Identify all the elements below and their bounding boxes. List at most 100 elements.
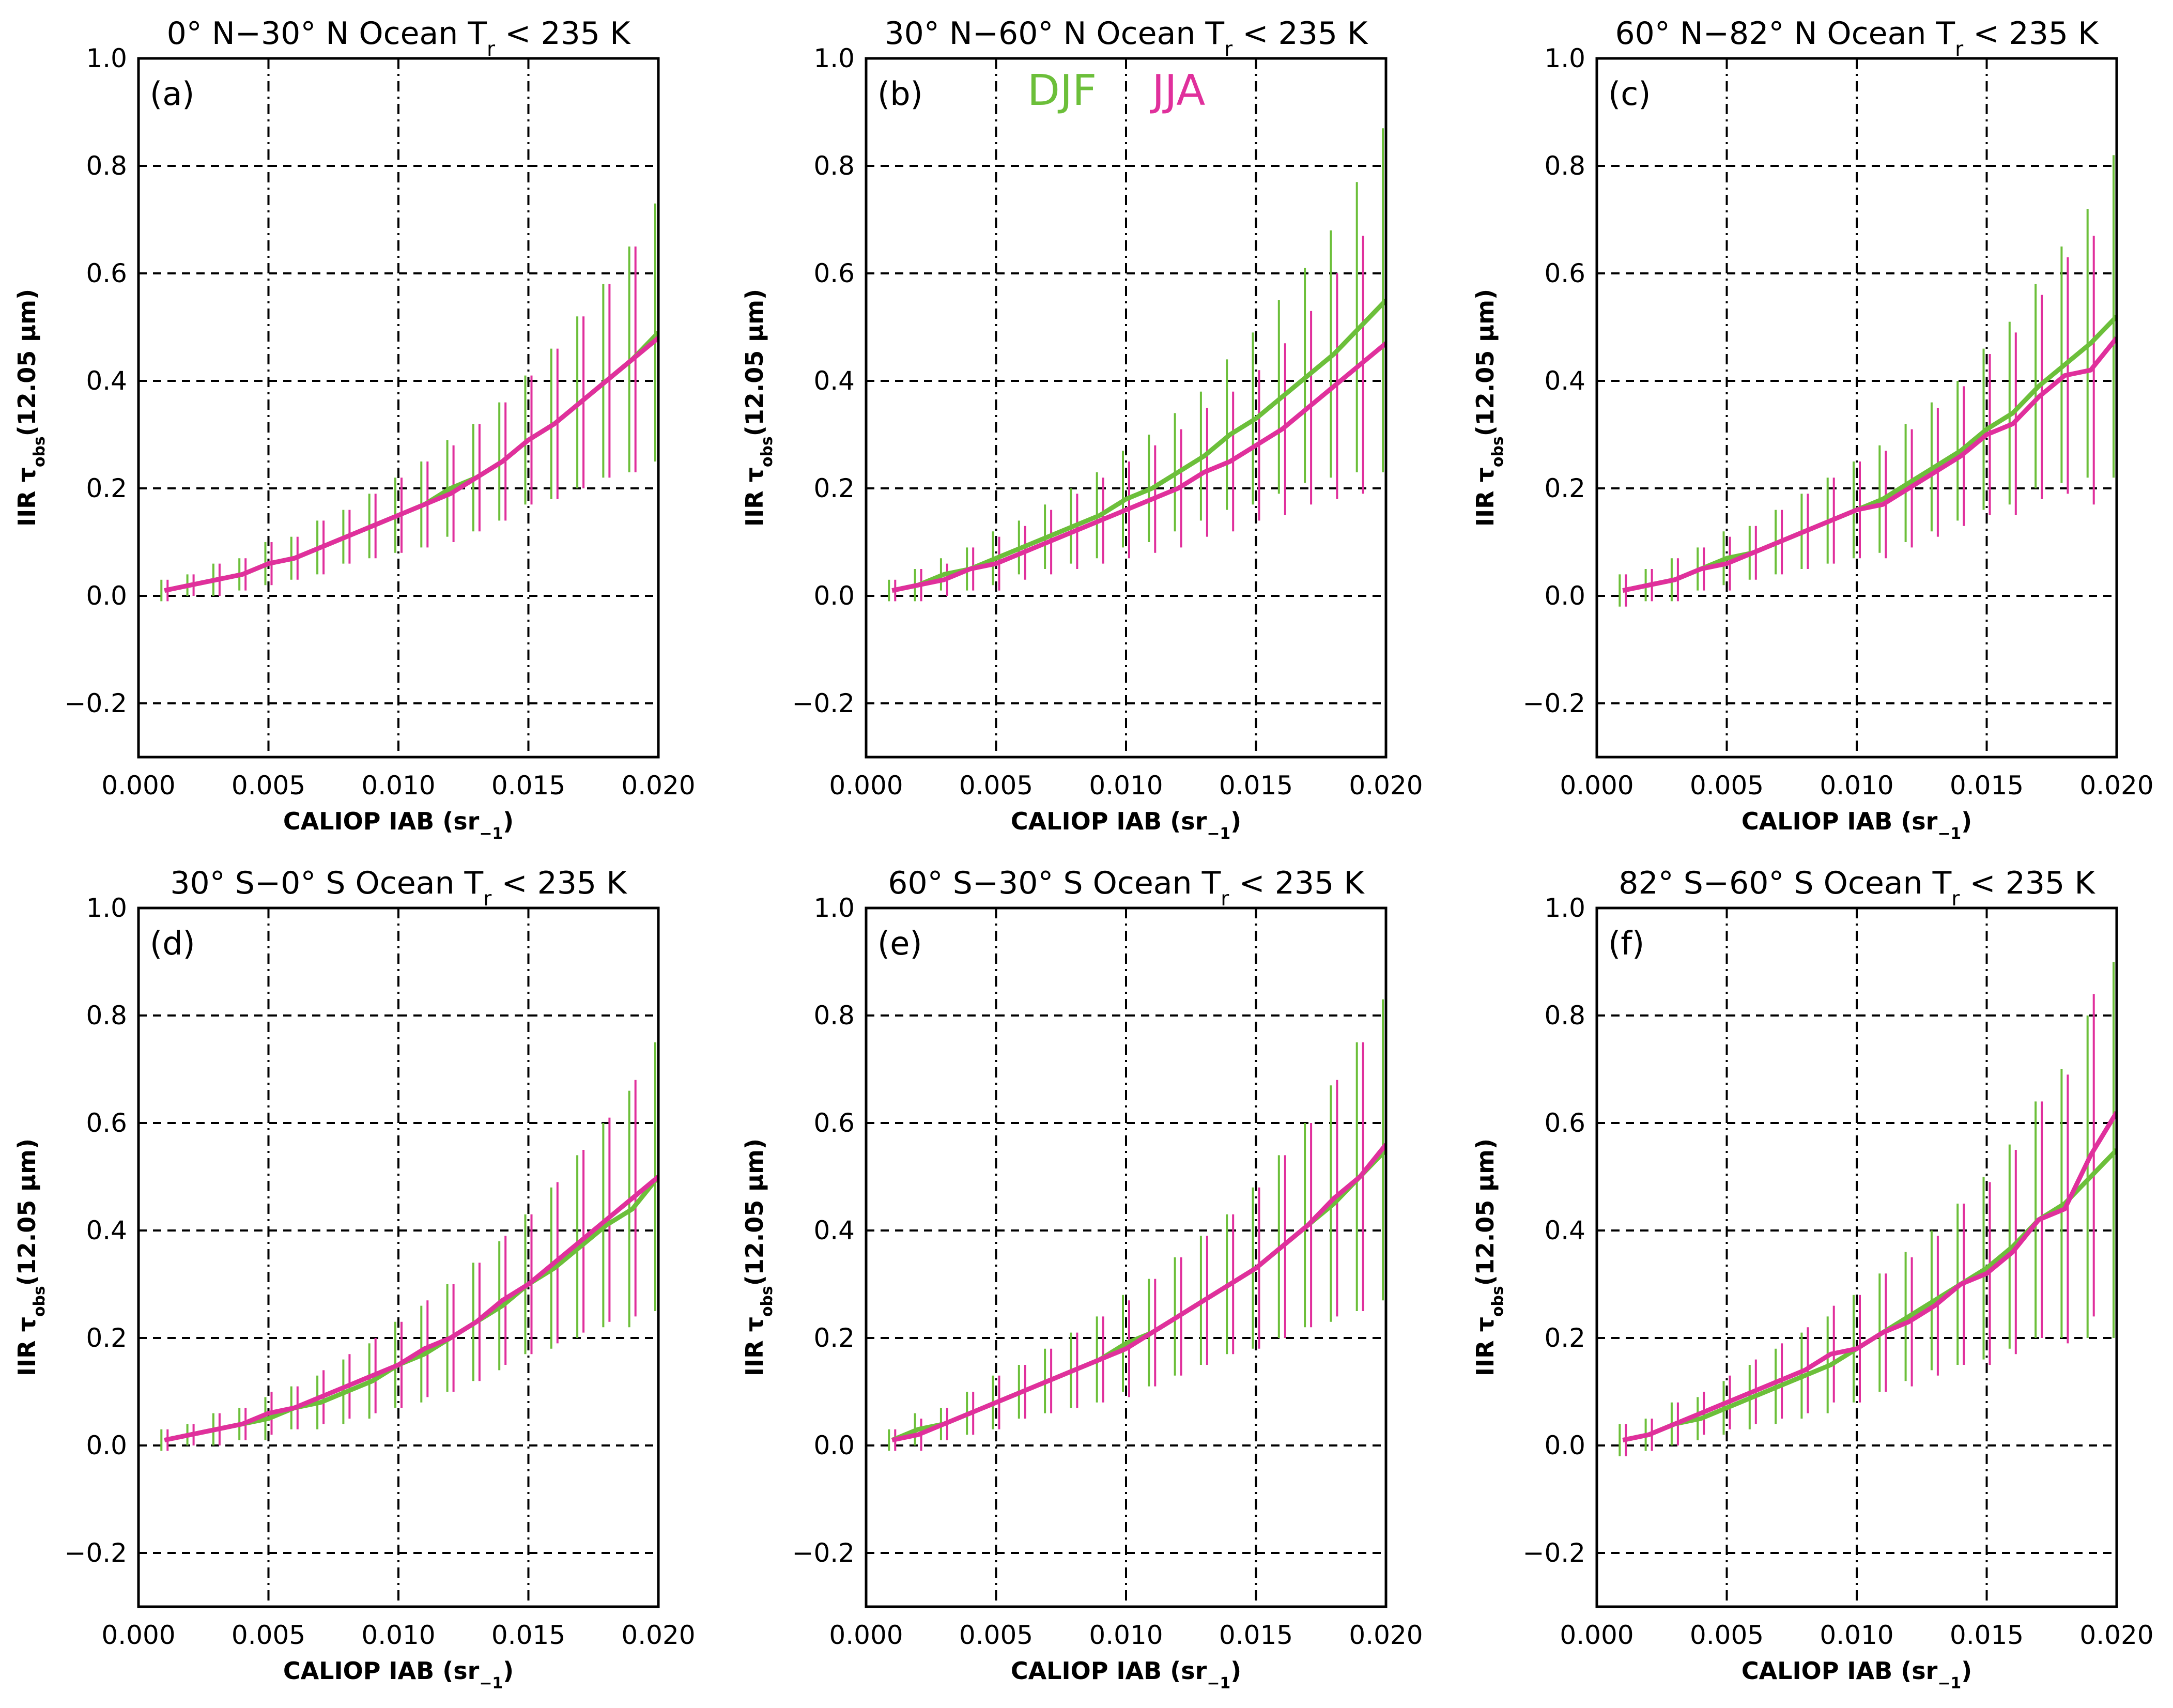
x-tick-label: 0.015 bbox=[1950, 771, 2024, 801]
x-axis-label: CALIOP IAB (sr−1) bbox=[283, 807, 514, 843]
y-tick-label: 0.2 bbox=[1544, 1323, 1585, 1353]
text-part: < 235 K bbox=[491, 865, 627, 901]
text-part: r bbox=[483, 887, 492, 911]
y-tick-label: 0.6 bbox=[1544, 258, 1585, 288]
text-part: < 235 K bbox=[1229, 865, 1365, 901]
text-part: obs bbox=[1489, 436, 1507, 467]
text-part: obs bbox=[30, 1286, 49, 1317]
y-tick-label: 0.2 bbox=[813, 1323, 855, 1353]
y-tick-label: 0.6 bbox=[813, 258, 855, 288]
x-axis-label: CALIOP IAB (sr−1) bbox=[1011, 1657, 1241, 1692]
x-tick-label: 0.000 bbox=[829, 771, 903, 801]
text-part: ) bbox=[503, 1657, 514, 1685]
text-part: < 235 K bbox=[1232, 16, 1368, 52]
x-tick-label: 0.005 bbox=[959, 771, 1033, 801]
text-part: −1 bbox=[1207, 1674, 1230, 1692]
y-tick-label: 0.4 bbox=[1544, 1215, 1585, 1245]
y-tick-label: 0.6 bbox=[1544, 1108, 1585, 1138]
x-tick-label: 0.005 bbox=[1690, 771, 1764, 801]
y-axis-label: IIR τobs(12.05 μm) bbox=[13, 1138, 49, 1376]
x-tick-label: 0.015 bbox=[1219, 771, 1293, 801]
x-tick-label: 0.000 bbox=[1560, 1620, 1633, 1650]
plot-frame bbox=[865, 57, 1388, 759]
y-tick-label: 0.2 bbox=[1544, 473, 1585, 503]
y-tick-label: −0.2 bbox=[792, 688, 855, 718]
panel-title: 60° S−30° S Ocean Tr < 235 K bbox=[888, 865, 1365, 911]
panel-label: (f) bbox=[1608, 925, 1644, 962]
mean-line bbox=[164, 336, 658, 593]
text-part: IIR τ bbox=[741, 1317, 768, 1376]
panel: −0.2 0.0 0.2 0.4 0.6 0.8 1.0 0.000 0.005 0.010 0.0… bbox=[13, 16, 696, 843]
x-tick-label: 0.010 bbox=[1089, 1620, 1163, 1650]
y-tick-label: 0.6 bbox=[86, 258, 127, 288]
x-tick-label: 0.020 bbox=[2079, 771, 2153, 801]
y-tick-label: 1.0 bbox=[813, 893, 855, 923]
x-tick-label: 0.010 bbox=[361, 771, 435, 801]
y-tick-label: 0.0 bbox=[86, 581, 127, 611]
text-part: (12.05 μm) bbox=[13, 1138, 41, 1286]
x-tick-label: 0.020 bbox=[1349, 1620, 1423, 1650]
y-tick-label: 0.0 bbox=[813, 1430, 855, 1460]
x-tick-label: 0.010 bbox=[1089, 771, 1163, 801]
y-tick-label: 0.8 bbox=[813, 1001, 855, 1030]
panel-title: 30° S−0° S Ocean Tr < 235 K bbox=[170, 865, 627, 911]
y-tick-label: 1.0 bbox=[1544, 893, 1585, 923]
y-tick-label: 1.0 bbox=[813, 43, 855, 73]
text-part: 60° N−82° N Ocean T bbox=[1615, 16, 1955, 52]
y-tick-label: 0.0 bbox=[1544, 1430, 1585, 1460]
panel-label: (e) bbox=[877, 925, 922, 962]
text-part: obs bbox=[758, 1286, 776, 1317]
x-tick-label: 0.000 bbox=[101, 1620, 175, 1650]
y-tick-label: 0.4 bbox=[1544, 366, 1585, 396]
x-tick-label: 0.015 bbox=[491, 1620, 565, 1650]
y-tick-label: 0.0 bbox=[86, 1430, 127, 1460]
plot-clip bbox=[160, 203, 658, 602]
text-part: 82° S−60° S Ocean T bbox=[1619, 865, 1951, 901]
mean-line bbox=[891, 1143, 1386, 1443]
plot-clip bbox=[888, 128, 1386, 602]
text-part: < 235 K bbox=[1963, 16, 2099, 52]
plot-clip bbox=[888, 999, 1386, 1451]
text-part: (12.05 μm) bbox=[1471, 289, 1499, 436]
text-part: (12.05 μm) bbox=[741, 1138, 768, 1286]
legend-entry: DJF bbox=[1027, 66, 1097, 115]
x-tick-label: 0.015 bbox=[491, 771, 565, 801]
plot-clip bbox=[1619, 155, 2117, 607]
y-tick-label: 1.0 bbox=[86, 43, 127, 73]
x-tick-label: 0.000 bbox=[101, 771, 175, 801]
text-part: −1 bbox=[1207, 825, 1230, 843]
text-part: −1 bbox=[1937, 1674, 1961, 1692]
y-axis-label: IIR τobs(12.05 μm) bbox=[741, 1138, 776, 1376]
text-part: 30° S−0° S Ocean T bbox=[170, 865, 483, 901]
x-axis-label: CALIOP IAB (sr−1) bbox=[1742, 1657, 1972, 1692]
panel: −0.2 0.0 0.2 0.4 0.6 0.8 1.0 0.000 0.005 0.010 0.0… bbox=[1471, 16, 2154, 843]
x-tick-label: 0.020 bbox=[2079, 1620, 2153, 1650]
text-part: ) bbox=[1230, 1657, 1241, 1685]
text-part: CALIOP IAB (sr bbox=[283, 807, 480, 835]
panel: −0.2 0.0 0.2 0.4 0.6 0.8 1.0 0.000 0.005 0.010 0.0… bbox=[13, 865, 696, 1692]
x-tick-label: 0.000 bbox=[829, 1620, 903, 1650]
text-part: (12.05 μm) bbox=[13, 289, 41, 436]
text-part: 60° S−30° S Ocean T bbox=[888, 865, 1221, 901]
x-tick-label: 0.000 bbox=[1560, 771, 1633, 801]
panel: −0.2 0.0 0.2 0.4 0.6 0.8 1.0 0.000 0.005 0.010 0.0… bbox=[1471, 865, 2154, 1692]
text-part: r bbox=[1951, 887, 1960, 911]
panel: −0.2 0.0 0.2 0.4 0.6 0.8 1.0 0.000 0.005 0.010 0.0… bbox=[741, 865, 1423, 1692]
mean-line bbox=[1622, 336, 2117, 593]
x-tick-label: 0.020 bbox=[621, 771, 695, 801]
text-part: r bbox=[1224, 38, 1233, 61]
y-axis-label: IIR τobs(12.05 μm) bbox=[1471, 1138, 1507, 1376]
text-part: (12.05 μm) bbox=[1471, 1138, 1499, 1286]
x-axis-label: CALIOP IAB (sr−1) bbox=[1742, 807, 1972, 843]
text-part: ) bbox=[1230, 807, 1241, 835]
y-tick-label: −0.2 bbox=[1523, 1538, 1585, 1568]
plot-frame bbox=[1595, 57, 2118, 759]
x-tick-label: 0.005 bbox=[959, 1620, 1033, 1650]
y-axis-label: IIR τobs(12.05 μm) bbox=[1471, 289, 1507, 527]
y-tick-label: 1.0 bbox=[86, 893, 127, 923]
text-part: −1 bbox=[479, 825, 503, 843]
text-part: ) bbox=[1961, 807, 1972, 835]
text-part: IIR τ bbox=[741, 467, 768, 527]
y-tick-label: 0.8 bbox=[86, 151, 127, 181]
